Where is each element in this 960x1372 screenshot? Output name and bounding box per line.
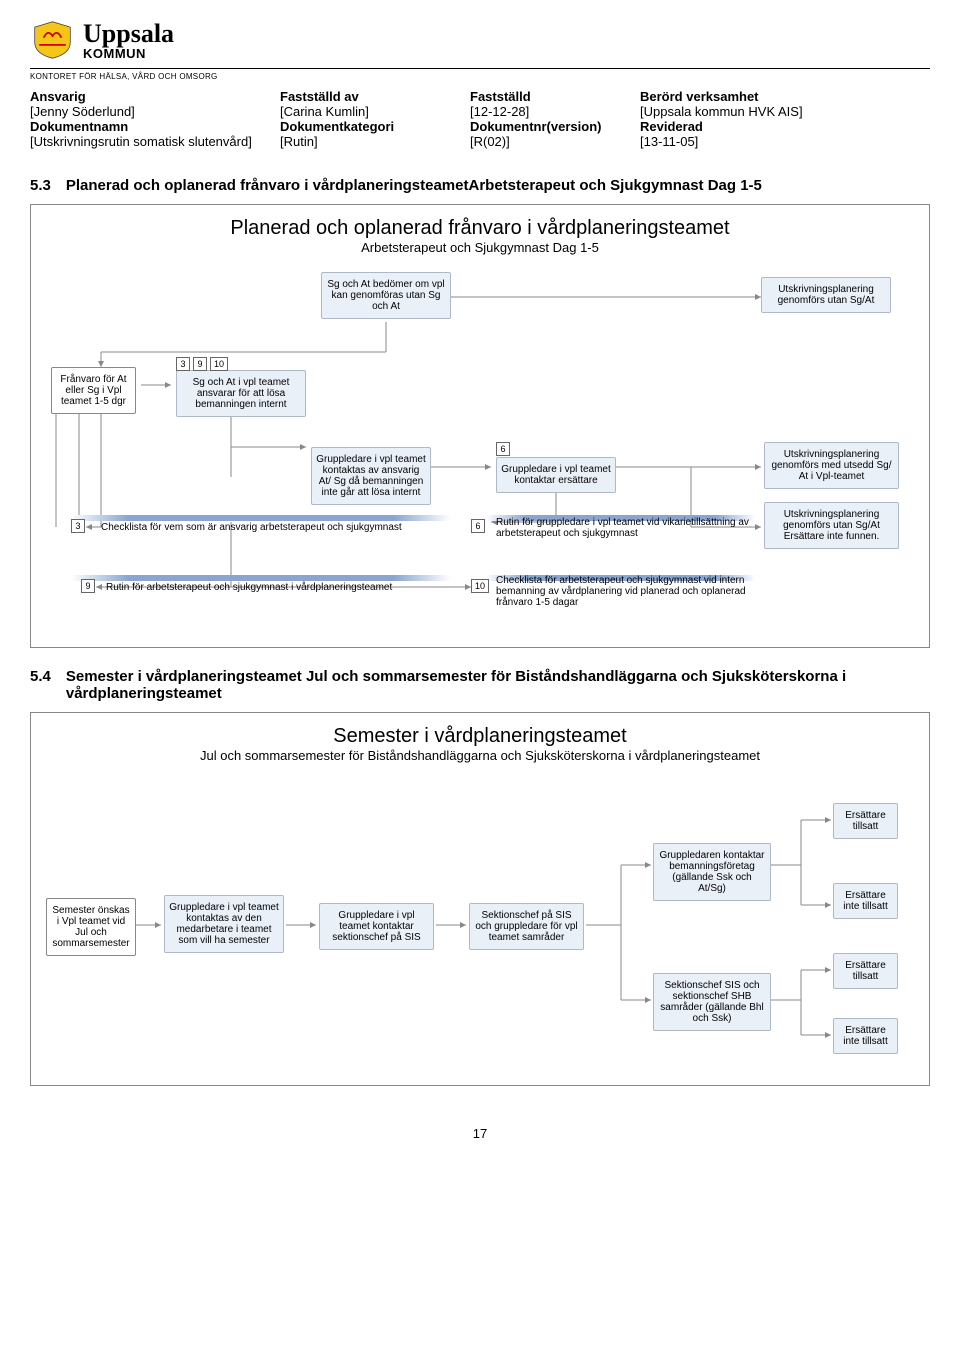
box-et-1: Ersättare tillsatt [833,803,898,839]
num-3b: 3 [71,519,85,533]
meta-v: [Carina Kumlin] [280,104,470,119]
box-eit-1: Ersättare inte tillsatt [833,883,898,919]
meta-v: [Rutin] [280,134,470,149]
meta-h: Fastställd av [280,89,470,104]
section-5-3: 5.3 Planerad och oplanerad frånvaro i vå… [0,177,960,648]
num-10: 10 [210,357,228,371]
box-ansvar: Sg och At i vpl teamet ansvarar för att … [176,370,306,417]
section-number: 5.3 [30,177,51,194]
box-b4: Sektionschef på SIS och gruppledare för … [469,903,584,950]
box-gruppledare2: Gruppledare i vpl teamet kontaktar ersät… [496,457,616,493]
meta-v: [Utskrivningsrutin somatisk slutenvård] [30,134,280,149]
diagram-title: Planerad och oplanerad frånvaro i vårdpl… [41,217,919,240]
num-9: 9 [193,357,207,371]
gradient-line [71,575,451,581]
box-b1: Semester önskas i Vpl teamet vid Jul och… [46,898,136,956]
box-b5: Gruppledaren kontaktar bemanningsföretag… [653,843,771,901]
box-b6: Sektionschef SIS och sektionschef SHB sa… [653,973,771,1031]
box-et-2: Ersättare tillsatt [833,953,898,989]
box-utan: Utskrivningsplanering genomförs utan Sg/… [761,277,891,313]
box-b3: Gruppledare i vpl teamet kontaktar sekti… [319,903,434,950]
meta-h: Dokumentnr(version) [470,119,640,134]
meta-h: Ansvarig [30,89,280,104]
logo-main: Uppsala [83,21,174,47]
txt-checklist3: Checklista för vem som är ansvarig arbet… [101,522,451,533]
txt-checklist10: Checklista för arbetsterapeut och sjukgy… [496,575,776,608]
gradient-line [71,515,451,521]
box-b2: Gruppledare i vpl teamet kontaktas av de… [164,895,284,953]
meta-h: Dokumentnamn [30,119,280,134]
flowchart-area: Semester önskas i Vpl teamet vid Jul och… [41,775,919,1065]
box-gruppledare1: Gruppledare i vpl teamet kontaktas av an… [311,447,431,505]
num-3: 3 [176,357,190,371]
header-logo: Uppsala KOMMUN [0,0,960,65]
diagram-title: Semester i vårdplaneringsteamet [41,725,919,748]
meta-h: Fastställd [470,89,640,104]
box-franvaro: Frånvaro för At eller Sg i Vpl teamet 1-… [51,367,136,414]
diagram-5-4: Semester i vårdplaneringsteamet Jul och … [30,712,930,1086]
page-number: 17 [0,1106,960,1161]
meta-v: [12-12-28] [470,104,640,119]
meta-v: [13-11-05] [640,134,890,149]
section-number: 5.4 [30,668,51,702]
meta-v: [Jenny Söderlund] [30,104,280,119]
box-assess: Sg och At bedömer om vpl kan genomföras … [321,272,451,319]
num-6b: 6 [471,519,485,533]
box-med: Utskrivningsplanering genomförs med utse… [764,442,899,489]
num-10b: 10 [471,579,489,593]
logo-text: Uppsala KOMMUN [83,21,174,60]
meta-h: Berörd verksamhet [640,89,890,104]
section-title: Planerad och oplanerad frånvaro i vårdpl… [66,177,762,194]
logo-crest-icon [30,20,75,60]
section-5-4: 5.4 Semester i vårdplaneringsteamet Jul … [0,668,960,1086]
diagram-subtitle: Arbetsterapeut och Sjukgymnast Dag 1-5 [41,240,919,255]
meta-v: [R(02)] [470,134,640,149]
box-utan2: Utskrivningsplanering genomförs utan Sg/… [764,502,899,549]
meta-h: Dokumentkategori [280,119,470,134]
box-eit-2: Ersättare inte tillsatt [833,1018,898,1054]
flowchart-area: Sg och At bedömer om vpl kan genomföras … [41,267,919,627]
txt-rutin6: Rutin för gruppledare i vpl teamet vid v… [496,517,756,539]
meta-v: [Uppsala kommun HVK AIS] [640,104,890,119]
num-9b: 9 [81,579,95,593]
logo-sub: KOMMUN [83,47,174,60]
txt-rutin9: Rutin för arbetsterapeut och sjukgymnast… [106,582,456,593]
diagram-5-3: Planerad och oplanerad frånvaro i vårdpl… [30,204,930,648]
num-6a: 6 [496,442,510,456]
section-title: Semester i vårdplaneringsteamet Jul och … [66,668,930,702]
diagram-subtitle: Jul och sommarsemester för Biståndshandl… [41,748,919,763]
meta-table: Ansvarig Fastställd av Fastställd Berörd… [0,81,960,157]
meta-h: Reviderad [640,119,890,134]
sub-header: KONTORET FÖR HÄLSA, VÅRD OCH OMSORG [30,68,930,81]
